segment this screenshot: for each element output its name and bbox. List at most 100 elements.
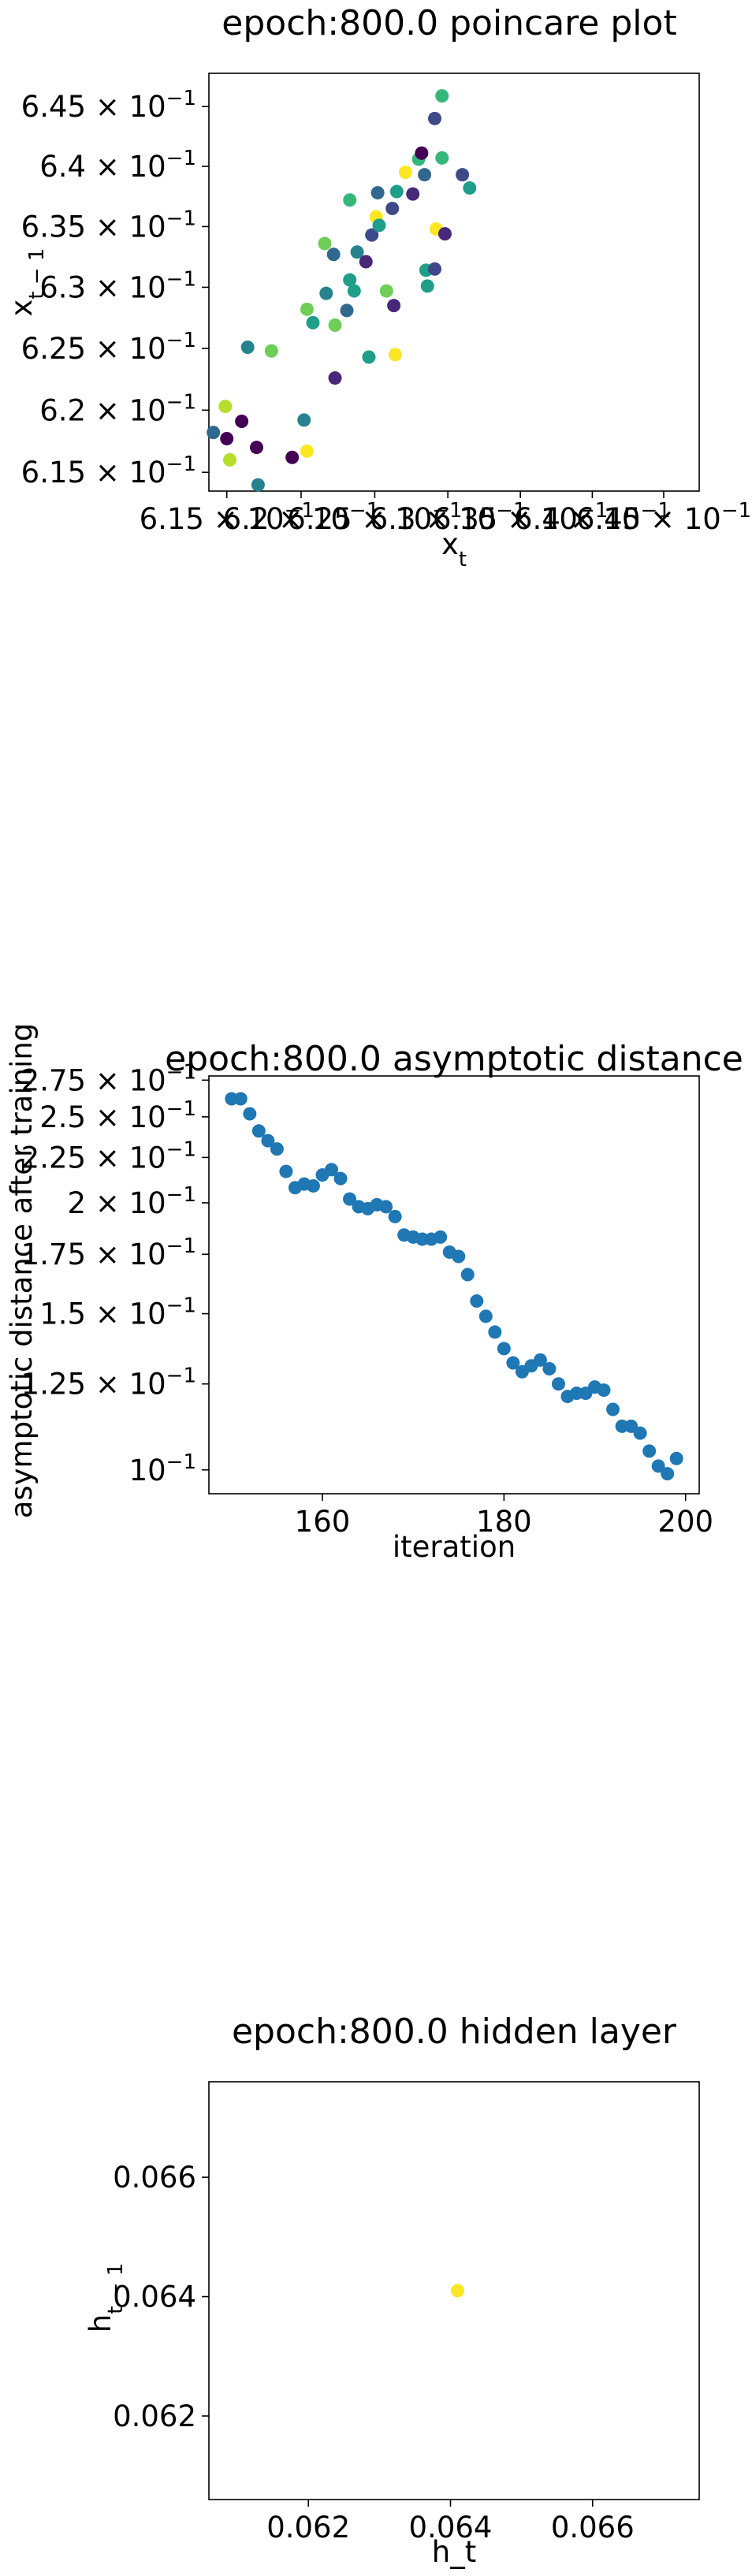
scatter-point (218, 400, 233, 414)
y-tick-label: 0.064 (113, 2280, 196, 2314)
scatter-point (437, 227, 452, 241)
poincare-y-axis: 6.15 × 10−1 6.2 × 10−1 6.25 × 10−1 6.3 × 10… (21, 87, 209, 490)
x-tick-label: 6.3 × 10−1 (370, 499, 527, 536)
scatter-point (488, 1325, 502, 1339)
asymptotic-distance-points (225, 1092, 683, 1481)
scatter-point (470, 1294, 484, 1308)
scatter-point (343, 273, 357, 287)
scatter-point (223, 452, 237, 467)
scatter-point (350, 245, 364, 259)
scatter-point (661, 1467, 675, 1481)
poincare-plot-panel: epoch:800.0 poincare plot 6.15 × 10−1 6.2… (5, 3, 751, 571)
scatter-point (235, 414, 249, 428)
scatter-point (451, 2284, 465, 2298)
scatter-point (306, 315, 320, 329)
x-tick-label: 200 (657, 1505, 713, 1539)
y-tick-label: 1.75 × 10−1 (21, 1234, 196, 1271)
asymptotic-distance-x-axis: 160 180 200 (295, 1494, 713, 1539)
scatter-point (251, 478, 265, 492)
scatter-point (333, 1171, 348, 1186)
poincare-y-axis-label: xt − 1 (5, 248, 49, 317)
scatter-point (551, 1377, 565, 1391)
scatter-point (389, 184, 404, 199)
asymptotic-distance-axes-frame (208, 1075, 700, 1495)
scatter-point (300, 302, 314, 316)
x-tick-label: 180 (476, 1505, 532, 1539)
y-tick-label: 6.25 × 10−1 (21, 329, 196, 366)
scatter-point (343, 1192, 357, 1206)
y-tick-label: 6.15 × 10−1 (21, 452, 196, 490)
scatter-point (325, 1163, 338, 1177)
y-tick-label: 2.25 × 10−1 (21, 1137, 196, 1174)
scatter-point (207, 426, 221, 440)
scatter-point (651, 1459, 665, 1473)
scatter-point (264, 344, 278, 358)
scatter-point (251, 1124, 266, 1138)
scatter-point (387, 299, 401, 313)
scatter-point (297, 413, 311, 427)
scatter-point (319, 286, 333, 300)
scatter-point (233, 1092, 248, 1106)
scatter-point (340, 303, 354, 318)
asymptotic-distance-y-axis: 10−1 1.25 × 10−1 1.5 × 10−1 1.75 × 10−1 2 × … (21, 1060, 209, 1487)
scatter-point (533, 1353, 547, 1367)
y-tick-label: 1.5 × 10−1 (39, 1294, 196, 1331)
poincare-plot-title: epoch:800.0 poincare plot (222, 3, 676, 43)
hidden-layer-y-axis-label: ht − 1 (84, 2263, 128, 2333)
scatter-point (328, 371, 342, 385)
scatter-point (420, 279, 434, 293)
hidden-layer-title: epoch:800.0 hidden layer (232, 2012, 677, 2052)
scatter-point (398, 166, 412, 180)
x-tick-label: 6.15 × 10−1 (140, 499, 315, 536)
scatter-point (388, 348, 402, 362)
scatter-point (343, 193, 357, 207)
poincare-points (207, 89, 477, 492)
hidden-layer-axes-frame (208, 2081, 700, 2500)
scatter-point (597, 1383, 611, 1398)
y-tick-label: 6.35 × 10−1 (21, 207, 196, 244)
scatter-point (270, 1142, 284, 1156)
hidden-layer-x-axis: 0.062 0.064 0.066 (266, 2500, 635, 2544)
scatter-point (328, 318, 342, 332)
scatter-point (362, 350, 376, 364)
scatter-point (370, 186, 385, 200)
scatter-point (220, 432, 234, 446)
y-tick-label: 1.25 × 10−1 (21, 1364, 196, 1402)
scatter-point (435, 89, 449, 103)
y-tick-label: 0.066 (113, 2161, 196, 2194)
scatter-point (633, 1426, 647, 1440)
x-tick-label: 0.064 (409, 2511, 493, 2544)
scatter-point (460, 1268, 475, 1282)
hidden-layer-panel: epoch:800.0 hidden layer 0.062 0.064 0.066… (84, 2012, 700, 2569)
hidden-layer-x-axis-label: h_t (432, 2535, 476, 2569)
scatter-point (240, 341, 255, 355)
scatter-point (285, 450, 300, 464)
hidden-layer-y-axis: 0.062 0.064 0.066 (113, 2161, 209, 2433)
asymptotic-distance-x-axis-label: iteration (393, 1530, 516, 1564)
scatter-point (359, 255, 373, 269)
scatter-point (435, 151, 449, 165)
scatter-point (372, 218, 386, 233)
scatter-point (318, 236, 332, 251)
scatter-point (379, 284, 393, 298)
scatter-point (434, 1230, 448, 1244)
y-tick-label: 6.2 × 10−1 (39, 390, 196, 427)
y-tick-label: 6.4 × 10−1 (39, 147, 196, 184)
scatter-point (452, 1249, 466, 1264)
scatter-point (347, 284, 361, 298)
y-tick-label: 0.062 (113, 2399, 196, 2433)
scatter-point (428, 111, 442, 125)
poincare-x-axis: 6.15 × 10−16.2 × 10−16.25 × 10−16.3 × 10… (140, 491, 751, 536)
scatter-point (279, 1164, 293, 1178)
scatter-point (542, 1362, 557, 1376)
scatter-point (365, 228, 379, 242)
scatter-point (497, 1342, 511, 1356)
poincare-plot-axes-frame (208, 73, 700, 492)
scatter-point (261, 1134, 275, 1148)
scatter-point (642, 1444, 657, 1458)
scatter-point (385, 201, 400, 215)
x-tick-label: 0.066 (551, 2511, 635, 2544)
y-tick-label: 2.75 × 10−1 (21, 1060, 196, 1097)
y-tick-label: 6.3 × 10−1 (39, 267, 196, 304)
